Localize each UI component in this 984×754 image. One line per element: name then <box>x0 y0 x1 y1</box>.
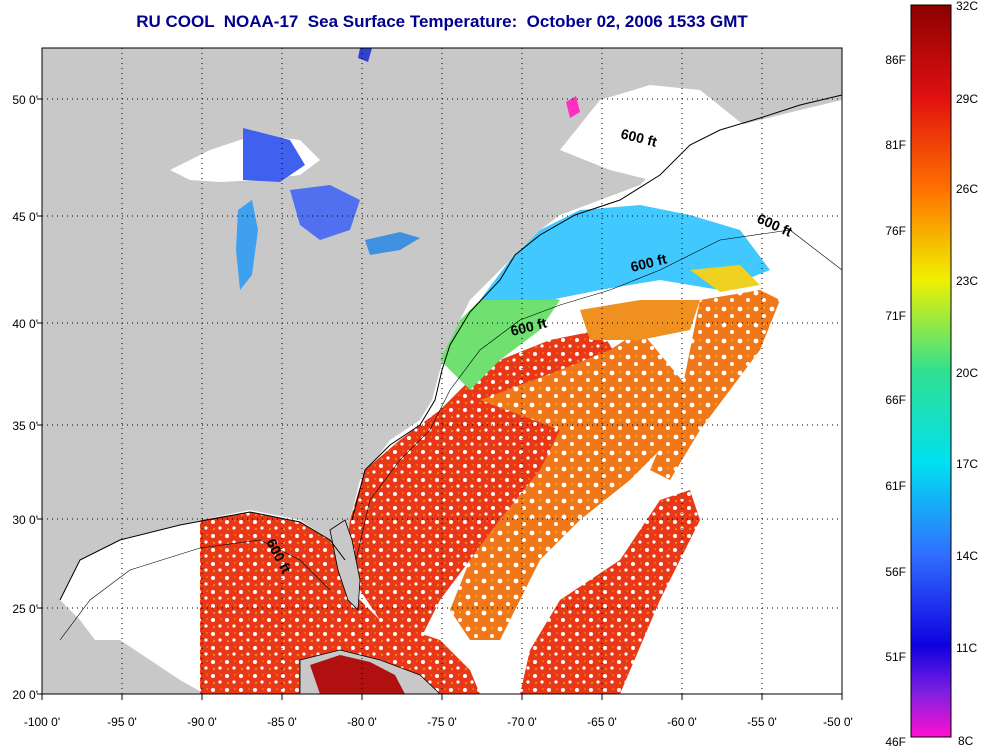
colorbar-f-label: 61F <box>885 479 906 493</box>
lon-label: -70 0' <box>507 715 537 729</box>
lon-label: -55 0' <box>747 715 777 729</box>
colorbar-f-label: 46F <box>885 735 906 749</box>
lon-label: -50 0' <box>823 715 853 729</box>
lake-michigan <box>236 200 258 290</box>
colorbar-c-label: 26C <box>956 182 978 196</box>
lake-st-john <box>566 96 580 118</box>
lat-label: 50 0' <box>12 93 38 107</box>
lon-label: -65 0' <box>587 715 617 729</box>
sst-sargasso <box>450 330 690 640</box>
sst-mid-atlantic-shelf <box>440 290 560 390</box>
longitude-labels: -100 0' -95 0' -90 0' -85 0' -80 0' -75 … <box>24 715 853 729</box>
lat-label: 35 0' <box>12 419 38 433</box>
gulf-of-st-lawrence <box>560 85 760 190</box>
sst-shelf-yellow <box>690 265 760 292</box>
lon-label: -80 0' <box>347 715 377 729</box>
colorbar-c-label: 23C <box>956 274 978 288</box>
lat-label: 40 0' <box>12 317 38 331</box>
colorbar-c-label: 32C <box>956 0 978 13</box>
east-coast-line <box>351 94 843 521</box>
colorbar <box>910 4 952 738</box>
lon-label: -75 0' <box>427 715 457 729</box>
isobath-600ft-line <box>355 229 843 561</box>
gulf-coast-line <box>59 511 346 601</box>
lat-label: 45 0' <box>12 210 38 224</box>
colorbar-c-label: 17C <box>956 457 978 471</box>
colorbar-f-label: 66F <box>885 393 906 407</box>
cuba-sst <box>310 655 405 694</box>
colorbar-f-label: 86F <box>885 53 906 67</box>
colorbar-f-label: 56F <box>885 565 906 579</box>
sst-south-swath <box>520 490 700 694</box>
sst-shelf-orange <box>580 300 700 340</box>
latitude-labels: 50 0' 45 0' 40 0' 35 0' 30 0' 25 0' 20 0… <box>12 93 38 702</box>
colorbar-c-label: 20C <box>956 366 978 380</box>
colorbar-celsius-labels: 32C 29C 26C 23C 20C 17C 14C 11C 8C <box>956 0 978 748</box>
lon-label: -60 0' <box>667 715 697 729</box>
lake-huron <box>290 185 360 240</box>
graticule <box>42 48 842 694</box>
colorbar-c-label: 11C <box>956 641 977 655</box>
sst-gulf-florida <box>200 512 480 694</box>
lake-superior-sst <box>243 128 305 182</box>
lon-label: -90 0' <box>187 715 217 729</box>
lon-label: -85 0' <box>267 715 297 729</box>
colorbar-f-label: 81F <box>885 138 906 152</box>
colorbar-c-label: 8C <box>958 734 974 748</box>
lat-label: 25 0' <box>12 602 38 616</box>
florida <box>329 519 361 611</box>
map-title: RU COOL NOAA-17 Sea Surface Temperature:… <box>136 12 748 31</box>
colorbar-fahrenheit-labels: 86F 81F 76F 71F 66F 61F 56F 51F 46F <box>885 53 906 749</box>
colorbar-c-label: 14C <box>956 549 978 563</box>
lon-label: -100 0' <box>24 715 60 729</box>
axis-ticks <box>37 98 843 700</box>
colorbar-f-label: 51F <box>885 650 906 664</box>
lat-label: 30 0' <box>12 513 38 527</box>
sst-east-strip <box>650 290 780 480</box>
colorbar-f-label: 76F <box>885 224 906 238</box>
isobath-gulf-line <box>59 539 331 641</box>
sst-shelf-north <box>480 205 770 300</box>
lake-erie <box>365 232 420 255</box>
colorbar-c-label: 29C <box>956 92 978 106</box>
colorbar-f-label: 71F <box>885 309 906 323</box>
gulf-of-mexico <box>60 520 205 694</box>
lon-label: -95 0' <box>107 715 137 729</box>
lat-label: 20 0' <box>12 688 38 702</box>
